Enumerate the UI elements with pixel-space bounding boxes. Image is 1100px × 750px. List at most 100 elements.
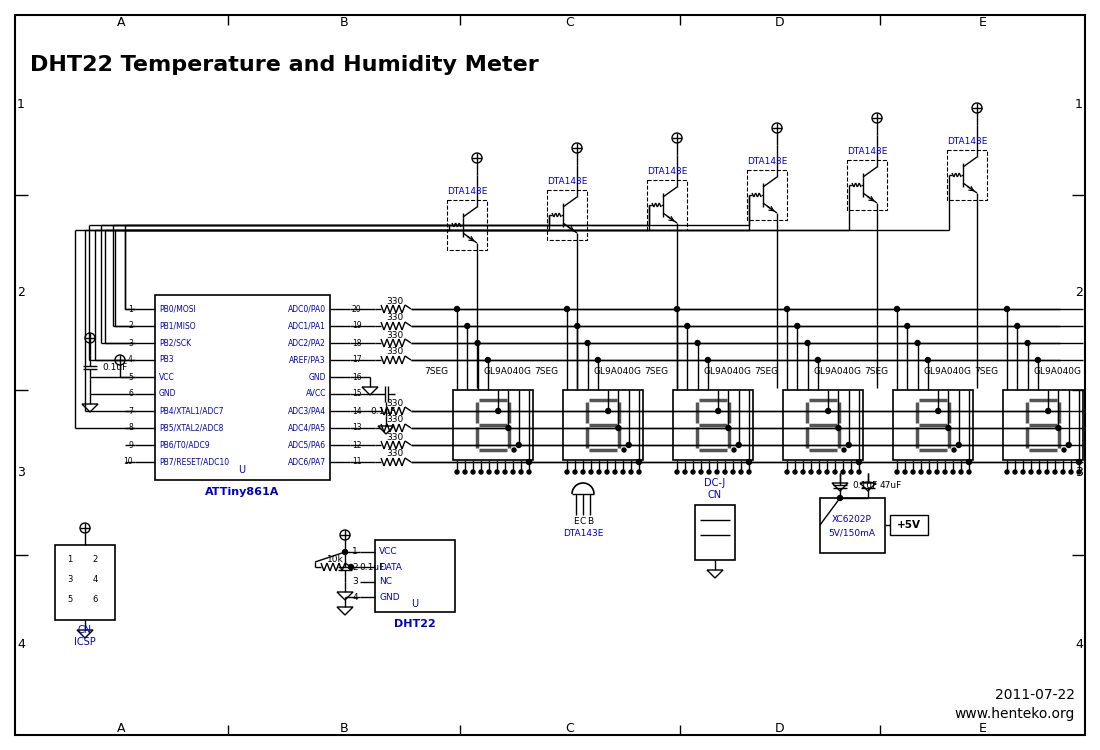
Text: 330: 330 — [386, 314, 404, 322]
Circle shape — [808, 470, 813, 474]
Circle shape — [506, 425, 510, 430]
Text: 330: 330 — [386, 449, 404, 458]
Circle shape — [512, 470, 515, 474]
Text: 16: 16 — [352, 373, 362, 382]
Circle shape — [691, 470, 695, 474]
Text: ADC5/PA6: ADC5/PA6 — [288, 440, 326, 449]
Circle shape — [732, 448, 736, 452]
Circle shape — [606, 409, 610, 413]
Circle shape — [595, 358, 601, 362]
Circle shape — [726, 425, 730, 430]
Text: PB4/XTAL1/ADC7: PB4/XTAL1/ADC7 — [160, 406, 223, 416]
Text: 8: 8 — [129, 424, 133, 433]
Text: DC-J: DC-J — [704, 478, 726, 488]
Circle shape — [1004, 307, 1010, 311]
Circle shape — [911, 470, 915, 474]
Text: www.henteko.org: www.henteko.org — [955, 707, 1075, 721]
Circle shape — [683, 470, 688, 474]
Text: 4: 4 — [1075, 638, 1082, 652]
Bar — [947, 150, 987, 200]
Circle shape — [503, 470, 507, 474]
Circle shape — [685, 323, 690, 328]
Circle shape — [1056, 425, 1060, 430]
Text: CN: CN — [78, 625, 92, 635]
Circle shape — [707, 470, 711, 474]
Text: 7SEG: 7SEG — [754, 368, 778, 376]
Text: ADC0/PA0: ADC0/PA0 — [288, 304, 326, 313]
Text: 7SEG: 7SEG — [424, 368, 448, 376]
Text: DTA143E: DTA143E — [947, 137, 987, 146]
Circle shape — [512, 448, 516, 452]
Text: 2: 2 — [129, 322, 133, 331]
Circle shape — [637, 460, 641, 464]
Circle shape — [573, 470, 578, 474]
Circle shape — [597, 470, 601, 474]
Circle shape — [463, 470, 467, 474]
Text: E: E — [979, 16, 987, 28]
Text: GL9A040G: GL9A040G — [1034, 368, 1082, 376]
Circle shape — [895, 470, 899, 474]
Circle shape — [857, 460, 861, 464]
Text: 330: 330 — [386, 347, 404, 356]
Circle shape — [1021, 470, 1025, 474]
Circle shape — [723, 470, 727, 474]
Text: 1: 1 — [352, 548, 358, 556]
Circle shape — [946, 425, 950, 430]
Text: GL9A040G: GL9A040G — [814, 368, 862, 376]
Text: ADC3/PA4: ADC3/PA4 — [288, 406, 326, 416]
Circle shape — [736, 442, 741, 448]
Circle shape — [472, 153, 482, 163]
Bar — [547, 190, 587, 240]
Circle shape — [1077, 460, 1081, 464]
Text: 12: 12 — [352, 440, 362, 449]
Text: 1: 1 — [18, 98, 25, 112]
Circle shape — [674, 307, 680, 311]
Text: DATA: DATA — [379, 562, 401, 572]
Text: C: C — [580, 517, 586, 526]
Circle shape — [967, 460, 971, 464]
Text: 330: 330 — [386, 416, 404, 424]
Text: GL9A040G: GL9A040G — [594, 368, 642, 376]
Circle shape — [772, 123, 782, 133]
Text: GL9A040G: GL9A040G — [484, 368, 532, 376]
Text: 1: 1 — [67, 556, 73, 565]
Text: 0.1uF: 0.1uF — [852, 482, 878, 490]
Circle shape — [496, 409, 500, 413]
Text: ADC2/PA2: ADC2/PA2 — [288, 338, 326, 347]
Text: 14: 14 — [352, 406, 362, 416]
Bar — [453, 390, 534, 460]
Circle shape — [572, 143, 582, 153]
Circle shape — [793, 470, 798, 474]
Text: 3: 3 — [67, 575, 73, 584]
Text: U: U — [239, 465, 245, 475]
Text: 1: 1 — [1075, 98, 1082, 112]
Circle shape — [1062, 448, 1066, 452]
Bar — [890, 515, 928, 535]
Circle shape — [1015, 323, 1020, 328]
Text: AVCC: AVCC — [306, 389, 326, 398]
Text: C: C — [565, 722, 574, 734]
Circle shape — [585, 340, 590, 346]
Text: PB6/T0/ADC9: PB6/T0/ADC9 — [160, 440, 210, 449]
Text: 3: 3 — [1075, 466, 1082, 479]
Circle shape — [747, 460, 751, 464]
Bar — [1003, 390, 1084, 460]
Text: DTA143E: DTA143E — [547, 178, 587, 187]
Text: D: D — [776, 722, 784, 734]
Circle shape — [1013, 470, 1018, 474]
Circle shape — [716, 409, 720, 413]
Circle shape — [826, 409, 830, 413]
Text: GND: GND — [160, 389, 176, 398]
Text: DTA143E: DTA143E — [747, 158, 788, 166]
Text: 7SEG: 7SEG — [864, 368, 888, 376]
Polygon shape — [707, 570, 723, 578]
Text: E: E — [979, 722, 987, 734]
Circle shape — [478, 470, 483, 474]
Circle shape — [454, 307, 460, 311]
Polygon shape — [82, 404, 98, 412]
Circle shape — [465, 323, 470, 328]
Circle shape — [475, 340, 480, 346]
Circle shape — [487, 470, 491, 474]
Bar — [783, 390, 864, 460]
Circle shape — [817, 470, 821, 474]
